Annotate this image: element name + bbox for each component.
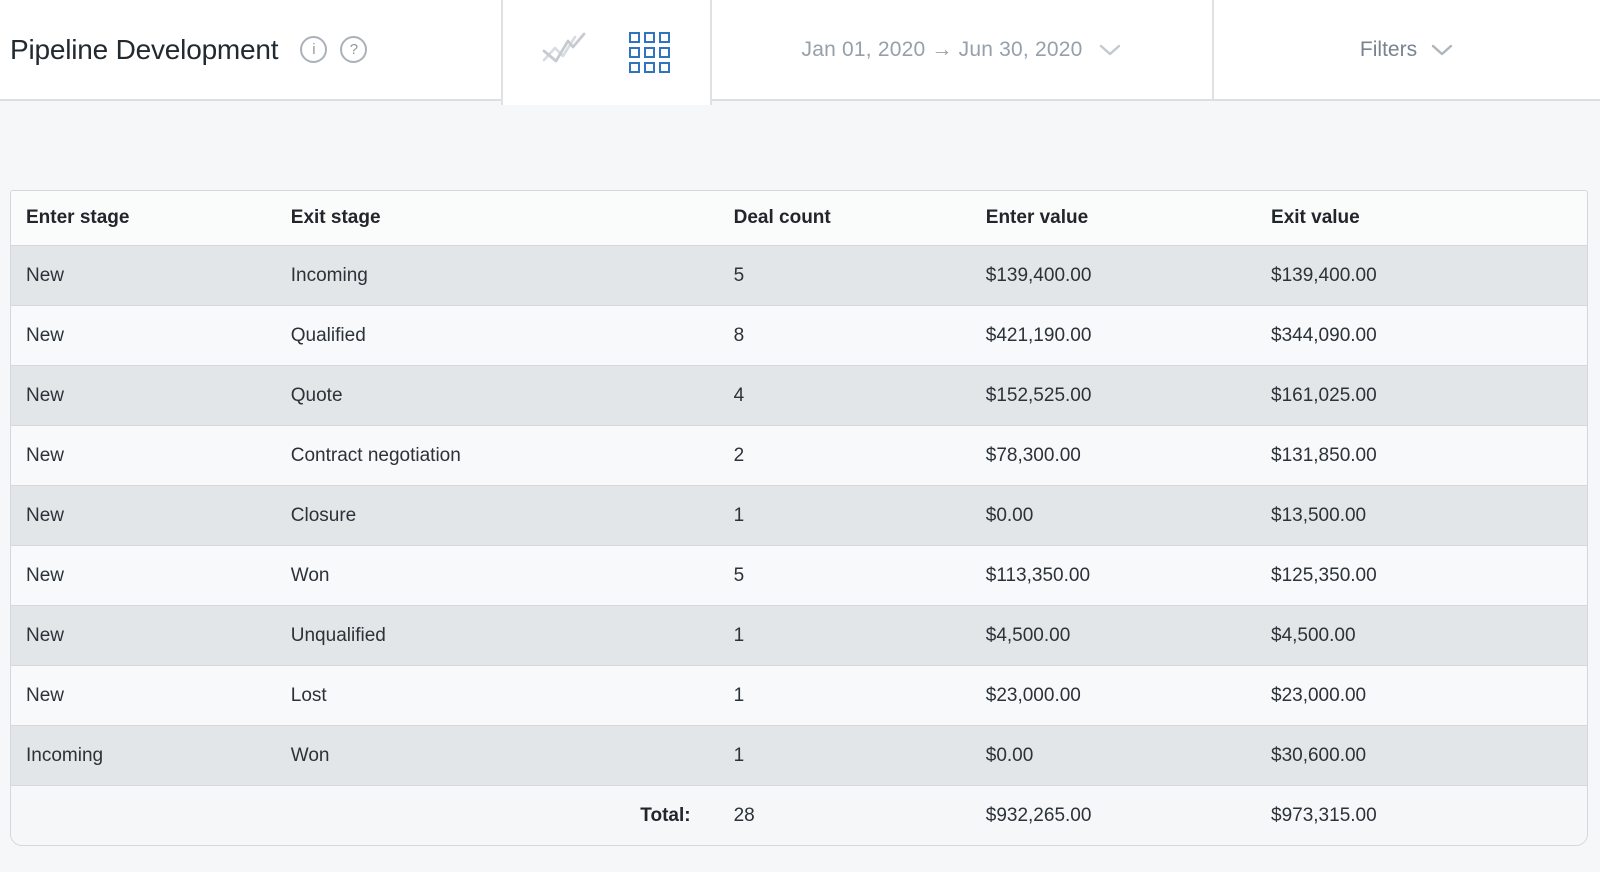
table-view-toggle-button[interactable] <box>627 30 673 76</box>
cell-deal-count: 4 <box>718 365 971 425</box>
chevron-down-icon <box>1098 43 1122 57</box>
date-range-label: Jan 01, 2020 → Jun 30, 2020 <box>801 37 1083 61</box>
cell-exit-stage: Incoming <box>275 245 719 305</box>
cell-exit-value: $23,000.00 <box>1256 665 1587 725</box>
cell-exit-stage: Quote <box>275 365 719 425</box>
total-label: Total: <box>11 785 719 845</box>
column-header-enter-value: Enter value <box>970 191 1257 245</box>
title-section: Pipeline Development i ? <box>0 0 501 101</box>
help-icon[interactable]: ? <box>340 36 368 63</box>
table-row[interactable]: New Qualified 8 $421,190.00 $344,090.00 <box>11 305 1587 365</box>
cell-deal-count: 1 <box>718 665 971 725</box>
table-header-row: Enter stage Exit stage Deal count Enter … <box>11 191 1587 245</box>
table-row[interactable]: New Unqualified 1 $4,500.00 $4,500.00 <box>11 605 1587 665</box>
table-row[interactable]: New Won 5 $113,350.00 $125,350.00 <box>11 545 1587 605</box>
cell-exit-stage: Lost <box>275 665 719 725</box>
filters-label: Filters <box>1359 37 1418 61</box>
cell-exit-value: $30,600.00 <box>1256 725 1587 785</box>
table-row[interactable]: Incoming Won 1 $0.00 $30,600.00 <box>11 725 1587 785</box>
cell-deal-count: 1 <box>718 485 971 545</box>
table-row[interactable]: New Lost 1 $23,000.00 $23,000.00 <box>11 665 1587 725</box>
line-chart-icon <box>541 30 587 75</box>
cell-enter-value: $0.00 <box>970 485 1257 545</box>
view-toggle-section <box>501 0 712 105</box>
cell-enter-value: $421,190.00 <box>970 305 1257 365</box>
grid-icon <box>629 32 670 73</box>
column-header-enter-stage: Enter stage <box>11 191 276 245</box>
page-title: Pipeline Development <box>10 33 279 65</box>
cell-enter-stage: New <box>11 605 276 665</box>
filters-dropdown[interactable]: Filters <box>1212 0 1600 101</box>
cell-enter-stage: New <box>11 365 276 425</box>
cell-enter-stage: New <box>11 665 276 725</box>
chart-view-toggle-button[interactable] <box>541 30 587 76</box>
cell-enter-stage: Incoming <box>11 725 276 785</box>
table-row[interactable]: New Closure 1 $0.00 $13,500.00 <box>11 485 1587 545</box>
cell-exit-stage: Closure <box>275 485 719 545</box>
cell-enter-value: $0.00 <box>970 725 1257 785</box>
info-icon[interactable]: i <box>300 36 328 63</box>
cell-enter-value: $152,525.00 <box>970 365 1257 425</box>
report-header: Pipeline Development i ? Jan 01, 2020 → … <box>0 0 1600 105</box>
cell-exit-stage: Contract negotiation <box>275 425 719 485</box>
cell-enter-stage: New <box>11 305 276 365</box>
cell-deal-count: 1 <box>718 605 971 665</box>
cell-enter-value: $113,350.00 <box>970 545 1257 605</box>
cell-enter-value: $4,500.00 <box>970 605 1257 665</box>
cell-exit-stage: Qualified <box>275 305 719 365</box>
cell-exit-value: $344,090.00 <box>1256 305 1587 365</box>
cell-exit-stage: Unqualified <box>275 605 719 665</box>
total-enter-value: $932,265.00 <box>970 785 1257 845</box>
cell-deal-count: 5 <box>718 545 971 605</box>
cell-exit-value: $4,500.00 <box>1256 605 1587 665</box>
cell-deal-count: 5 <box>718 245 971 305</box>
cell-enter-stage: New <box>11 425 276 485</box>
cell-enter-value: $139,400.00 <box>970 245 1257 305</box>
cell-deal-count: 2 <box>718 425 971 485</box>
table-row[interactable]: New Incoming 5 $139,400.00 $139,400.00 <box>11 245 1587 305</box>
chevron-down-icon <box>1430 43 1454 57</box>
pipeline-development-table: Enter stage Exit stage Deal count Enter … <box>10 190 1588 846</box>
total-exit-value: $973,315.00 <box>1256 785 1587 845</box>
cell-exit-value: $139,400.00 <box>1256 245 1587 305</box>
total-deal-count: 28 <box>718 785 971 845</box>
cell-enter-value: $78,300.00 <box>970 425 1257 485</box>
cell-enter-value: $23,000.00 <box>970 665 1257 725</box>
column-header-exit-value: Exit value <box>1256 191 1587 245</box>
report-table-container: Enter stage Exit stage Deal count Enter … <box>10 190 1588 846</box>
cell-exit-value: $131,850.00 <box>1256 425 1587 485</box>
table-row[interactable]: New Quote 4 $152,525.00 $161,025.00 <box>11 365 1587 425</box>
column-header-exit-stage: Exit stage <box>275 191 719 245</box>
cell-exit-stage: Won <box>275 725 719 785</box>
title-icons: i ? <box>300 36 368 63</box>
cell-enter-stage: New <box>11 485 276 545</box>
cell-enter-stage: New <box>11 545 276 605</box>
cell-exit-stage: Won <box>275 545 719 605</box>
date-range-selector[interactable]: Jan 01, 2020 → Jun 30, 2020 <box>712 0 1212 101</box>
cell-exit-value: $13,500.00 <box>1256 485 1587 545</box>
cell-deal-count: 1 <box>718 725 971 785</box>
cell-deal-count: 8 <box>718 305 971 365</box>
column-header-deal-count: Deal count <box>718 191 971 245</box>
cell-exit-value: $161,025.00 <box>1256 365 1587 425</box>
table-row[interactable]: New Contract negotiation 2 $78,300.00 $1… <box>11 425 1587 485</box>
table-total-row: Total: 28 $932,265.00 $973,315.00 <box>11 785 1587 845</box>
cell-exit-value: $125,350.00 <box>1256 545 1587 605</box>
cell-enter-stage: New <box>11 245 276 305</box>
